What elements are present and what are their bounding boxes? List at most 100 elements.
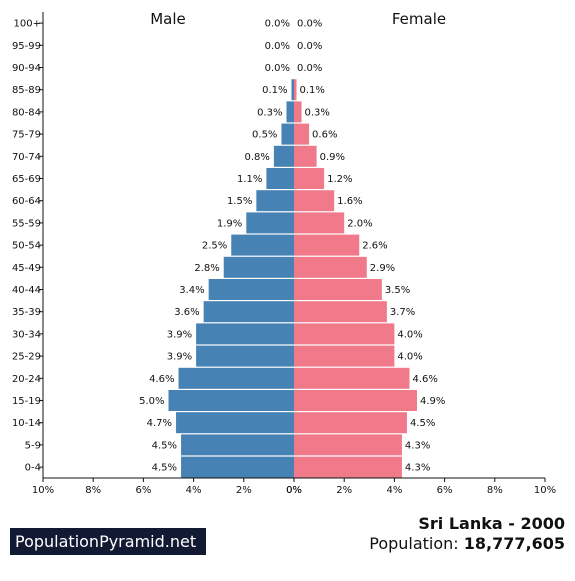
female-bar bbox=[294, 456, 402, 478]
female-value-label: 3.7% bbox=[390, 307, 415, 318]
female-value-label: 0.1% bbox=[300, 85, 325, 96]
male-value-label: 1.9% bbox=[217, 218, 242, 229]
male-value-label: 0.0% bbox=[265, 19, 290, 30]
male-value-label: 4.5% bbox=[152, 440, 177, 451]
female-axis-tick-label: 0% bbox=[286, 485, 302, 496]
female-value-label: 4.9% bbox=[420, 396, 445, 407]
age-group-label: 90-94 bbox=[12, 63, 41, 74]
male-bar bbox=[291, 79, 294, 101]
male-value-label: 4.5% bbox=[152, 463, 177, 474]
male-axis-tick-label: 6% bbox=[135, 485, 151, 496]
male-axis-tick-label: 0% bbox=[286, 485, 302, 496]
male-bar bbox=[176, 412, 294, 434]
female-bar bbox=[294, 256, 367, 278]
male-value-label: 5.0% bbox=[139, 396, 164, 407]
male-bar bbox=[196, 345, 294, 367]
population-value: 18,777,605 bbox=[463, 534, 565, 553]
female-value-label: 2.0% bbox=[347, 218, 372, 229]
female-value-label: 0.3% bbox=[305, 107, 330, 118]
country-year-title: Sri Lanka - 2000 bbox=[418, 514, 565, 533]
male-bar bbox=[281, 123, 294, 145]
male-value-label: 4.6% bbox=[149, 374, 174, 385]
male-bar bbox=[286, 101, 294, 123]
age-group-label: 80-84 bbox=[12, 107, 41, 118]
female-value-label: 0.6% bbox=[312, 130, 337, 141]
male-bar bbox=[223, 256, 294, 278]
male-axis-tick-label: 2% bbox=[236, 485, 252, 496]
age-group-label: 25-29 bbox=[12, 352, 41, 363]
age-group-label: 95-99 bbox=[12, 41, 41, 52]
female-value-label: 0.0% bbox=[297, 19, 322, 30]
female-bar bbox=[294, 367, 410, 389]
female-value-label: 2.9% bbox=[370, 263, 395, 274]
female-bar bbox=[294, 79, 297, 101]
male-bar bbox=[203, 301, 294, 323]
male-value-label: 2.5% bbox=[202, 241, 227, 252]
male-value-label: 3.9% bbox=[167, 329, 192, 340]
female-bar bbox=[294, 234, 360, 256]
male-axis-tick-label: 10% bbox=[32, 485, 54, 496]
age-group-label: 5-9 bbox=[25, 440, 41, 451]
male-bar bbox=[208, 279, 294, 300]
female-value-label: 4.5% bbox=[410, 418, 435, 429]
age-group-label: 100+ bbox=[14, 19, 41, 30]
population-pyramid-chart: Male Female 100+ 0.0% 0.0% 95-99 0.0% 0.0% 90-94… bbox=[12, 10, 556, 496]
female-value-label: 0.0% bbox=[297, 63, 322, 74]
male-bar bbox=[256, 190, 294, 212]
male-bar bbox=[181, 456, 294, 478]
female-value-label: 3.5% bbox=[385, 285, 410, 296]
female-value-label: 4.3% bbox=[405, 463, 430, 474]
male-value-label: 4.7% bbox=[147, 418, 172, 429]
female-value-label: 1.6% bbox=[337, 196, 362, 207]
male-value-label: 0.5% bbox=[252, 130, 277, 141]
age-group-label: 85-89 bbox=[12, 85, 41, 96]
male-bar bbox=[266, 168, 294, 189]
female-bar bbox=[294, 279, 382, 300]
female-value-label: 4.3% bbox=[405, 440, 430, 451]
male-value-label: 3.6% bbox=[174, 307, 199, 318]
male-bar bbox=[273, 145, 294, 167]
age-group-label: 40-44 bbox=[12, 285, 41, 296]
population-label: Population: bbox=[369, 534, 464, 553]
brand-logo[interactable]: PopulationPyramid.net bbox=[10, 528, 207, 555]
female-bar bbox=[294, 190, 335, 212]
male-value-label: 2.8% bbox=[194, 263, 219, 274]
female-bar bbox=[294, 212, 345, 234]
age-group-label: 15-19 bbox=[12, 396, 41, 407]
male-value-label: 0.3% bbox=[257, 107, 282, 118]
male-bar bbox=[181, 434, 294, 456]
female-axis-tick-label: 4% bbox=[386, 485, 402, 496]
female-bar bbox=[294, 434, 402, 456]
female-bar bbox=[294, 145, 317, 167]
male-value-label: 3.9% bbox=[167, 352, 192, 363]
female-axis-tick-label: 8% bbox=[487, 485, 503, 496]
female-bar bbox=[294, 301, 387, 323]
female-axis-tick-label: 10% bbox=[534, 485, 556, 496]
male-bar bbox=[178, 367, 294, 389]
male-axis-tick-label: 4% bbox=[186, 485, 202, 496]
female-value-label: 0.9% bbox=[320, 152, 345, 163]
male-value-label: 0.1% bbox=[262, 85, 287, 96]
female-value-label: 4.0% bbox=[397, 329, 422, 340]
female-bar bbox=[294, 390, 417, 411]
male-value-label: 0.8% bbox=[245, 152, 270, 163]
age-group-label: 30-34 bbox=[12, 329, 41, 340]
male-bar bbox=[231, 234, 294, 256]
female-value-label: 2.6% bbox=[362, 241, 387, 252]
age-group-label: 75-79 bbox=[12, 130, 41, 141]
male-value-label: 1.5% bbox=[227, 196, 252, 207]
female-value-label: 1.2% bbox=[327, 174, 352, 185]
female-bar bbox=[294, 101, 302, 123]
age-group-label: 60-64 bbox=[12, 196, 41, 207]
male-bar bbox=[168, 390, 294, 411]
male-bar bbox=[246, 212, 294, 234]
female-axis-tick-label: 6% bbox=[437, 485, 453, 496]
female-value-label: 4.6% bbox=[412, 374, 437, 385]
male-header: Male bbox=[150, 10, 186, 28]
male-bar bbox=[196, 323, 294, 345]
female-value-label: 0.0% bbox=[297, 41, 322, 52]
female-bar bbox=[294, 323, 395, 345]
age-group-label: 55-59 bbox=[12, 218, 41, 229]
male-value-label: 0.0% bbox=[265, 41, 290, 52]
female-bar bbox=[294, 412, 407, 434]
